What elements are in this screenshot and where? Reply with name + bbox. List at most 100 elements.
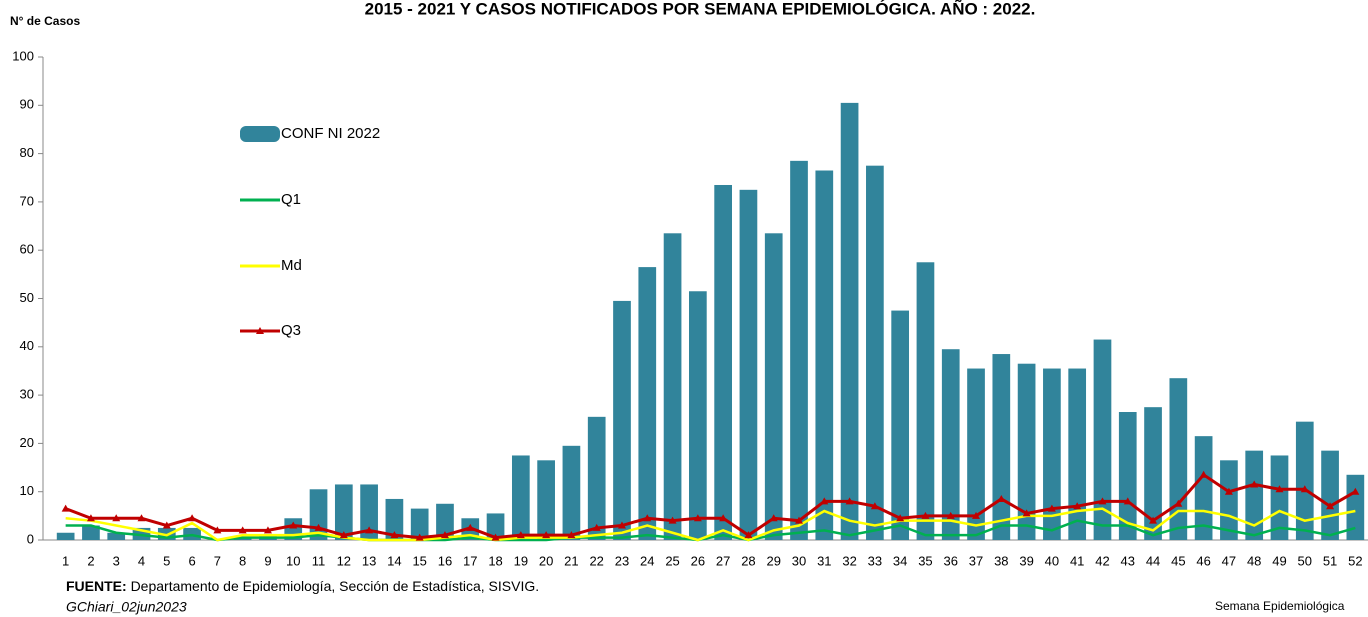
marker bbox=[1022, 509, 1031, 517]
source-label: FUENTE: bbox=[66, 578, 127, 594]
y-tick-label: 70 bbox=[20, 193, 34, 208]
marker bbox=[795, 516, 804, 524]
x-tick-label: 45 bbox=[1171, 553, 1185, 568]
x-tick-label: 52 bbox=[1348, 553, 1362, 568]
bar bbox=[562, 445, 581, 540]
x-tick-label: 13 bbox=[362, 553, 376, 568]
marker bbox=[339, 531, 348, 539]
marker bbox=[86, 514, 95, 522]
x-tick-label: 36 bbox=[944, 553, 958, 568]
marker bbox=[440, 531, 449, 539]
bar bbox=[891, 310, 910, 540]
bar bbox=[1194, 436, 1213, 540]
bar bbox=[840, 102, 859, 540]
marker bbox=[972, 511, 981, 519]
x-tick-label: 15 bbox=[412, 553, 426, 568]
marker bbox=[567, 531, 576, 539]
line-q3 bbox=[65, 472, 1357, 540]
marker bbox=[1098, 497, 1107, 505]
legend-label: Q1 bbox=[281, 191, 301, 208]
bar bbox=[82, 525, 100, 540]
bar bbox=[1068, 368, 1087, 540]
marker bbox=[289, 521, 298, 529]
marker bbox=[643, 514, 652, 522]
y-tick-label: 40 bbox=[20, 338, 34, 353]
bar bbox=[334, 484, 353, 540]
x-tick-label: 44 bbox=[1146, 553, 1160, 568]
x-tick-label: 30 bbox=[792, 553, 806, 568]
x-tick-label: 40 bbox=[1045, 553, 1059, 568]
marker bbox=[946, 511, 955, 519]
x-tick-label: 22 bbox=[589, 553, 603, 568]
marker bbox=[668, 516, 677, 524]
line-md bbox=[65, 507, 1356, 542]
bar bbox=[714, 184, 732, 540]
x-tick-label: 5 bbox=[163, 553, 170, 568]
x-tick-label: 50 bbox=[1298, 553, 1312, 568]
marker bbox=[188, 514, 197, 522]
x-tick-label: 37 bbox=[969, 553, 983, 568]
bar bbox=[56, 532, 75, 540]
x-tick-label: 49 bbox=[1272, 553, 1286, 568]
bar bbox=[436, 503, 454, 540]
bar bbox=[1118, 412, 1137, 540]
bar bbox=[689, 291, 707, 540]
y-tick-label: 10 bbox=[20, 483, 34, 498]
line-q1 bbox=[65, 519, 1356, 542]
marker bbox=[1326, 502, 1335, 510]
x-tick-label: 29 bbox=[766, 553, 780, 568]
y-tick-label: 60 bbox=[20, 242, 34, 257]
bar bbox=[663, 233, 682, 541]
marker bbox=[1224, 487, 1233, 495]
marker bbox=[592, 523, 601, 531]
marker bbox=[870, 502, 879, 510]
x-tick-label: 8 bbox=[239, 553, 246, 568]
x-tick-label: 12 bbox=[337, 553, 351, 568]
y-tick-label: 20 bbox=[20, 435, 34, 450]
legend-label: Md bbox=[281, 257, 302, 274]
bar bbox=[1295, 421, 1314, 540]
x-tick-label: 48 bbox=[1247, 553, 1261, 568]
x-tick-label: 38 bbox=[994, 553, 1008, 568]
x-tick-label: 4 bbox=[138, 553, 145, 568]
marker bbox=[820, 497, 829, 505]
author: GChiari_02jun2023 bbox=[66, 599, 187, 615]
bar bbox=[1093, 339, 1112, 540]
x-tick-label: 41 bbox=[1070, 553, 1084, 568]
bar bbox=[916, 262, 935, 540]
x-tick-label: 28 bbox=[741, 553, 755, 568]
marker bbox=[314, 523, 323, 531]
marker bbox=[1300, 485, 1309, 493]
marker bbox=[1275, 485, 1284, 493]
marker bbox=[516, 531, 525, 539]
bar bbox=[638, 267, 657, 540]
bar bbox=[613, 300, 631, 540]
x-tick-label: 1 bbox=[62, 553, 69, 568]
legend-label: CONF NI 2022 bbox=[281, 125, 380, 142]
bar bbox=[764, 233, 783, 541]
x-tick-label: 39 bbox=[1019, 553, 1033, 568]
bar bbox=[1346, 474, 1365, 540]
legend-label: Q3 bbox=[281, 322, 301, 339]
bar bbox=[1245, 450, 1264, 540]
marker bbox=[466, 523, 475, 531]
x-tick-label: 14 bbox=[387, 553, 401, 568]
y-tick-label: 0 bbox=[27, 531, 34, 546]
marker bbox=[162, 521, 171, 529]
bar bbox=[1017, 363, 1036, 540]
bar bbox=[790, 160, 808, 540]
x-tick-label: 24 bbox=[640, 553, 654, 568]
marker bbox=[1199, 470, 1208, 478]
x-tick-label: 47 bbox=[1222, 553, 1236, 568]
bar bbox=[511, 455, 530, 540]
marker bbox=[137, 514, 146, 522]
x-tick-label: 19 bbox=[514, 553, 528, 568]
x-tick-label: 10 bbox=[286, 553, 300, 568]
marker bbox=[542, 531, 551, 539]
bar bbox=[1220, 460, 1238, 540]
marker bbox=[997, 494, 1006, 502]
marker bbox=[415, 533, 424, 541]
source-text: Departamento de Epidemiología, Sección d… bbox=[131, 578, 540, 594]
